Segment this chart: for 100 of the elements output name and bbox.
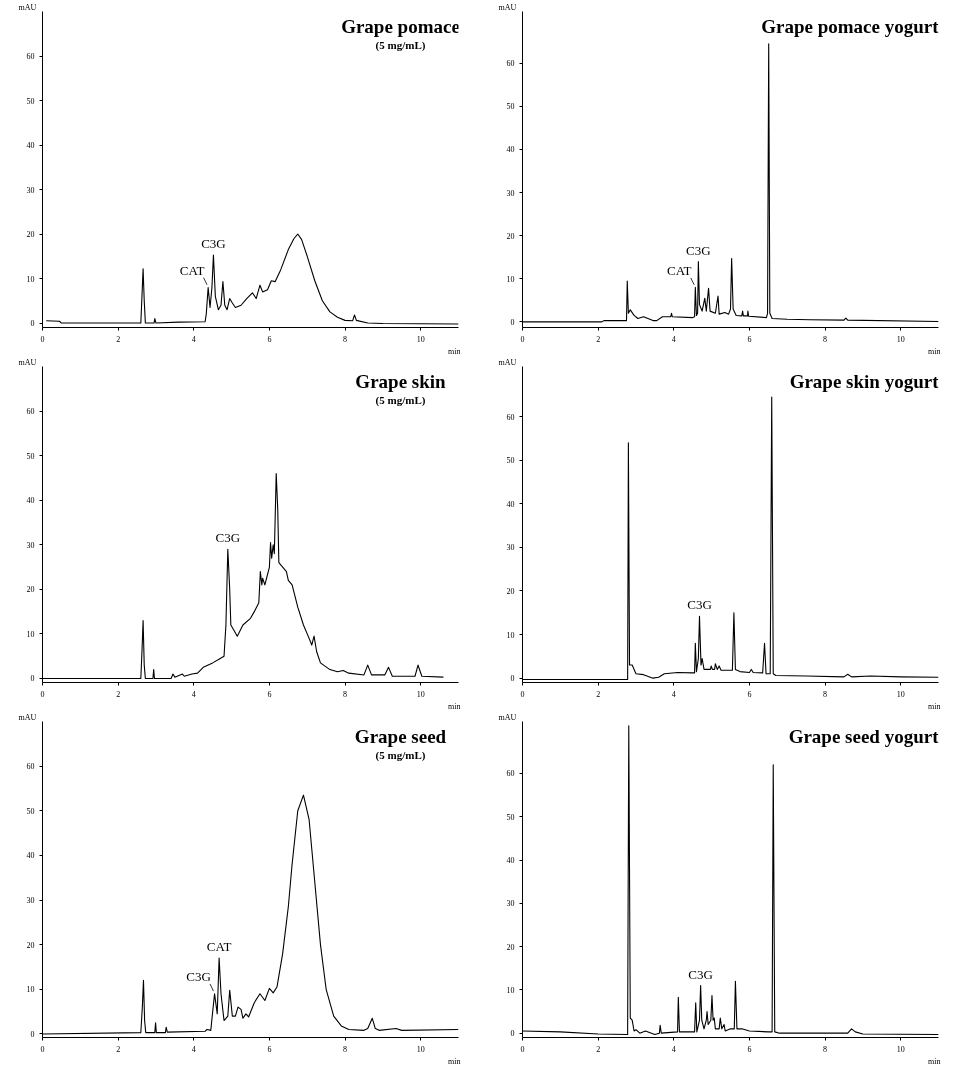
y-tick-label: 60: [26, 407, 35, 417]
y-tick-label: 10: [506, 630, 515, 640]
y-tick-label: 50: [26, 96, 35, 106]
y-tick-label: 40: [506, 499, 515, 509]
x-tick-label: 10: [896, 689, 905, 699]
text: (5 mg/mL): [375, 748, 426, 762]
y-tick-label: 50: [506, 456, 515, 466]
y-tick-label: 50: [506, 102, 515, 112]
y-axis-title: mAU: [18, 357, 37, 367]
annotation: CAT: [206, 939, 232, 955]
y-tick-label: 30: [506, 899, 515, 909]
text: (5 mg/mL): [375, 38, 426, 52]
x-tick-label: 4: [191, 334, 196, 344]
x-tick-label: 6: [267, 1044, 272, 1054]
y-tick-label: 50: [506, 812, 515, 822]
x-tick-label: 6: [747, 334, 752, 344]
x-tick-label: 6: [747, 1044, 752, 1054]
y-tick-label: 60: [506, 412, 515, 422]
x-tick-label: 0: [520, 1044, 525, 1054]
y-tick-label: 30: [506, 543, 515, 553]
y-tick-label: 10: [26, 274, 35, 284]
chart-title: Grape seed yogurt: [788, 725, 940, 747]
x-tick-label: 4: [671, 689, 676, 699]
x-tick-label: 8: [823, 689, 828, 699]
y-tick-label: 10: [26, 629, 35, 639]
x-tick-label: 10: [896, 1044, 905, 1054]
x-tick-label: 0: [520, 334, 525, 344]
y-tick-label: 20: [506, 231, 515, 241]
y-tick-label: 30: [26, 185, 35, 195]
annotation: C3G: [186, 968, 211, 984]
x-axis-title: min: [448, 701, 461, 711]
y-tick-label: 40: [506, 145, 515, 155]
y-axis-title: mAU: [498, 357, 517, 367]
x-tick-label: 0: [40, 689, 45, 699]
y-tick-label: 10: [26, 985, 35, 995]
x-tick-label: 8: [343, 334, 348, 344]
annotation: C3G: [215, 530, 241, 546]
chart-title: Grape skin: [355, 370, 447, 392]
annotation: C3G: [686, 242, 711, 258]
y-tick-label: 0: [510, 1029, 515, 1039]
y-tick-label: 50: [26, 451, 35, 461]
x-tick-label: 2: [596, 1044, 601, 1054]
x-tick-label: 0: [40, 334, 45, 344]
x-tick-label: 4: [191, 1044, 196, 1054]
x-tick-label: 8: [823, 334, 828, 344]
chart-title: Grape pomace: [341, 15, 460, 37]
y-tick-label: 30: [506, 188, 515, 198]
x-tick-label: 4: [671, 334, 676, 344]
y-tick-label: 20: [506, 586, 515, 596]
x-tick-label: 2: [116, 334, 121, 344]
y-tick-label: 30: [26, 896, 35, 906]
x-tick-label: 6: [267, 689, 272, 699]
y-tick-label: 40: [26, 496, 35, 506]
annotation: CAT: [666, 262, 692, 278]
y-tick-label: 0: [30, 674, 35, 684]
y-tick-label: 60: [506, 59, 515, 69]
y-tick-label: 30: [26, 540, 35, 550]
y-tick-label: 20: [26, 230, 35, 240]
y-axis-title: mAU: [18, 2, 37, 12]
y-tick-label: 40: [26, 851, 35, 861]
x-tick-label: 10: [416, 689, 425, 699]
y-tick-label: 0: [510, 674, 515, 684]
y-axis-title: mAU: [498, 712, 517, 722]
y-tick-label: 20: [506, 942, 515, 952]
x-tick-label: 6: [267, 334, 272, 344]
x-tick-label: 0: [520, 689, 525, 699]
y-tick-label: 50: [26, 806, 35, 816]
x-tick-label: 2: [116, 689, 121, 699]
x-tick-label: 0: [40, 1044, 45, 1054]
x-tick-label: 6: [747, 689, 752, 699]
chart-title: Grape pomace yogurt: [761, 15, 940, 37]
y-tick-label: 10: [506, 985, 515, 995]
x-tick-label: 4: [671, 1044, 676, 1054]
y-tick-label: 0: [30, 1029, 35, 1039]
x-axis-title: min: [928, 701, 941, 711]
annotation: C3G: [687, 597, 712, 613]
x-axis-title: min: [448, 1056, 461, 1066]
x-axis-title: min: [448, 346, 461, 356]
y-tick-label: 60: [26, 762, 35, 772]
x-tick-label: 8: [823, 1044, 828, 1054]
annotation: C3G: [201, 235, 226, 251]
x-tick-label: 2: [116, 1044, 121, 1054]
y-tick-label: 40: [26, 141, 35, 151]
y-tick-label: 60: [26, 52, 35, 62]
annotation: CAT: [179, 262, 205, 278]
x-tick-label: 10: [896, 334, 905, 344]
y-axis-title: mAU: [18, 712, 37, 722]
annotation: C3G: [688, 966, 713, 982]
x-tick-label: 2: [596, 334, 601, 344]
x-axis-title: min: [928, 346, 941, 356]
x-tick-label: 10: [416, 334, 425, 344]
y-tick-label: 0: [510, 317, 515, 327]
x-tick-label: 8: [343, 689, 348, 699]
x-tick-label: 10: [416, 1044, 425, 1054]
chart-title: Grape seed: [354, 725, 447, 747]
y-axis-title: mAU: [498, 2, 517, 12]
text: (5 mg/mL): [375, 393, 426, 407]
y-tick-label: 0: [30, 319, 35, 329]
x-axis-title: min: [928, 1056, 941, 1066]
x-tick-label: 8: [343, 1044, 348, 1054]
